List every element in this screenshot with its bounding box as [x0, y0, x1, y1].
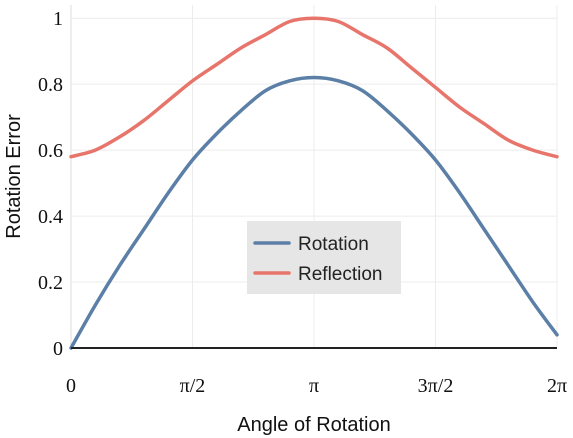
legend-background [247, 221, 401, 294]
x-tick-label: 0 [66, 375, 76, 397]
x-tick-label: π [309, 375, 319, 397]
x-tick-label: 3π/2 [418, 375, 454, 397]
y-tick-label: 0.6 [38, 140, 63, 162]
series-layer [69, 16, 559, 350]
grid-lines [70, 5, 558, 348]
legend: Rotation Reflection [247, 221, 401, 294]
y-axis-ticks: 0 0.2 0.4 0.6 0.8 1 [38, 8, 63, 360]
x-tick-label: π/2 [180, 375, 206, 397]
y-tick-label: 0.8 [38, 74, 63, 96]
legend-label-reflection: Reflection [298, 264, 383, 285]
series-line-rotation [69, 75, 559, 350]
legend-label-rotation: Rotation [298, 234, 369, 255]
x-tick-label: 2π [547, 375, 567, 397]
legend-items: Rotation Reflection [253, 234, 383, 285]
x-axis-ticks: 0 π/2 π 3π/2 2π [66, 375, 567, 397]
y-tick-label: 0.4 [38, 206, 63, 228]
y-tick-label: 1 [53, 8, 63, 30]
series-line-reflection [69, 16, 559, 159]
y-axis-title: Rotation Error [3, 114, 25, 239]
y-tick-label: 0 [53, 338, 63, 360]
x-axis-title: Angle of Rotation [237, 414, 390, 436]
y-tick-label: 0.2 [38, 272, 63, 294]
